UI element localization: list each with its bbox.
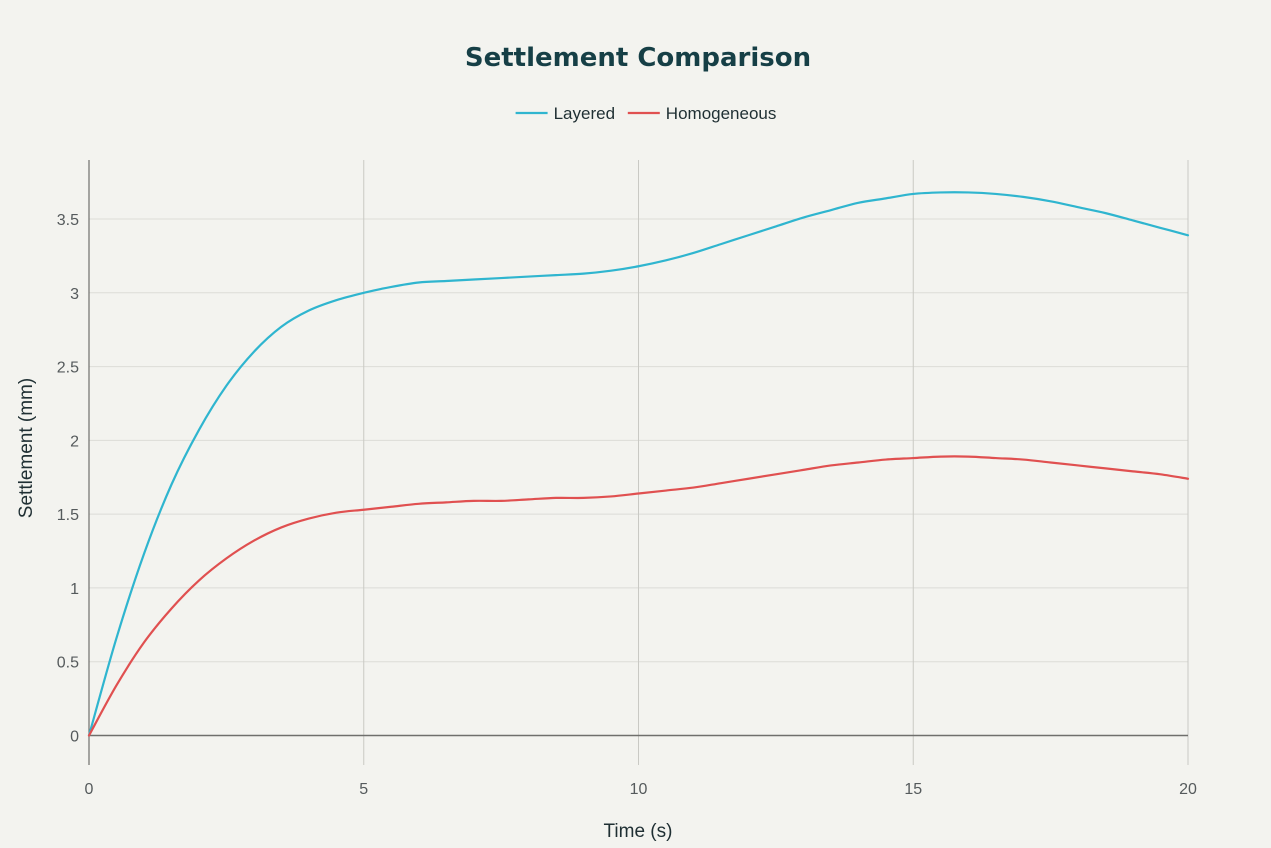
y-tick-label: 1.5 [57, 507, 79, 524]
legend: Layered Homogeneous [515, 104, 777, 123]
grid [89, 160, 1189, 765]
x-tick-label: 10 [630, 781, 648, 798]
series-line-homogeneous [87, 455, 1190, 737]
series-line-layered [87, 191, 1190, 737]
legend-label-homogeneous: Homogeneous [666, 104, 777, 123]
chart-title: Settlement Comparison [465, 43, 811, 73]
y-tick-label: 3.5 [57, 212, 79, 229]
y-tick-label: 1 [70, 581, 79, 598]
y-tick-label: 0 [70, 728, 79, 745]
y-tick-label: 2 [70, 433, 79, 450]
x-tick-label: 5 [359, 781, 368, 798]
x-axis-title: Time (s) [604, 821, 673, 842]
x-tick-label: 0 [85, 781, 94, 798]
x-tick-label: 15 [904, 781, 922, 798]
y-axis-title: Settlement (mm) [16, 378, 37, 518]
y-tick-label: 3 [70, 286, 79, 303]
legend-label-layered: Layered [554, 104, 615, 123]
y-tick-label: 0.5 [57, 655, 79, 672]
y-tick-label: 2.5 [57, 360, 79, 377]
axes: 0 0.5 1 1.5 2 2.5 3 3.5 0 5 10 15 20 [57, 160, 1197, 798]
series-lines [87, 191, 1190, 737]
x-tick-label: 20 [1179, 781, 1197, 798]
